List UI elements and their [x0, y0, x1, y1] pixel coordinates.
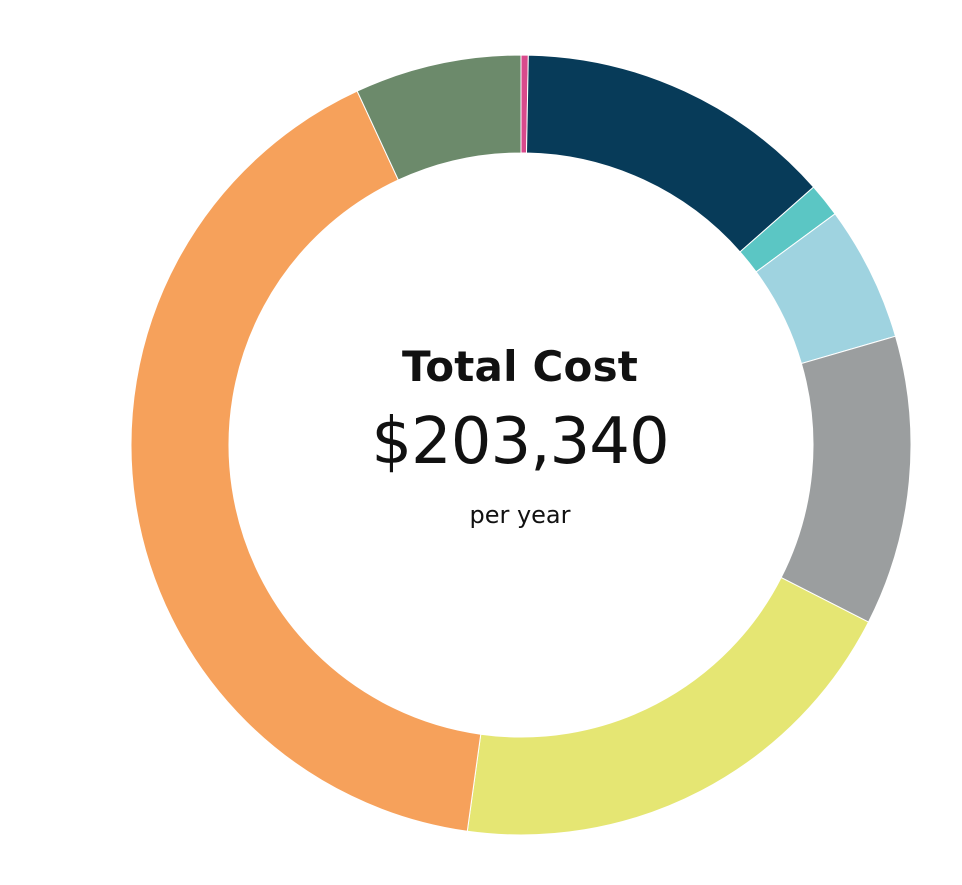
center-total-value: $203,340	[371, 405, 669, 479]
donut-slice-6	[466, 576, 870, 836]
center-title: Total Cost	[401, 342, 639, 391]
donut-slice-8	[356, 54, 522, 181]
donut-slice-2	[525, 54, 815, 253]
donut-slice-7	[130, 90, 482, 832]
center-subtitle: per year	[469, 501, 571, 529]
donut-slice-5	[780, 335, 912, 623]
